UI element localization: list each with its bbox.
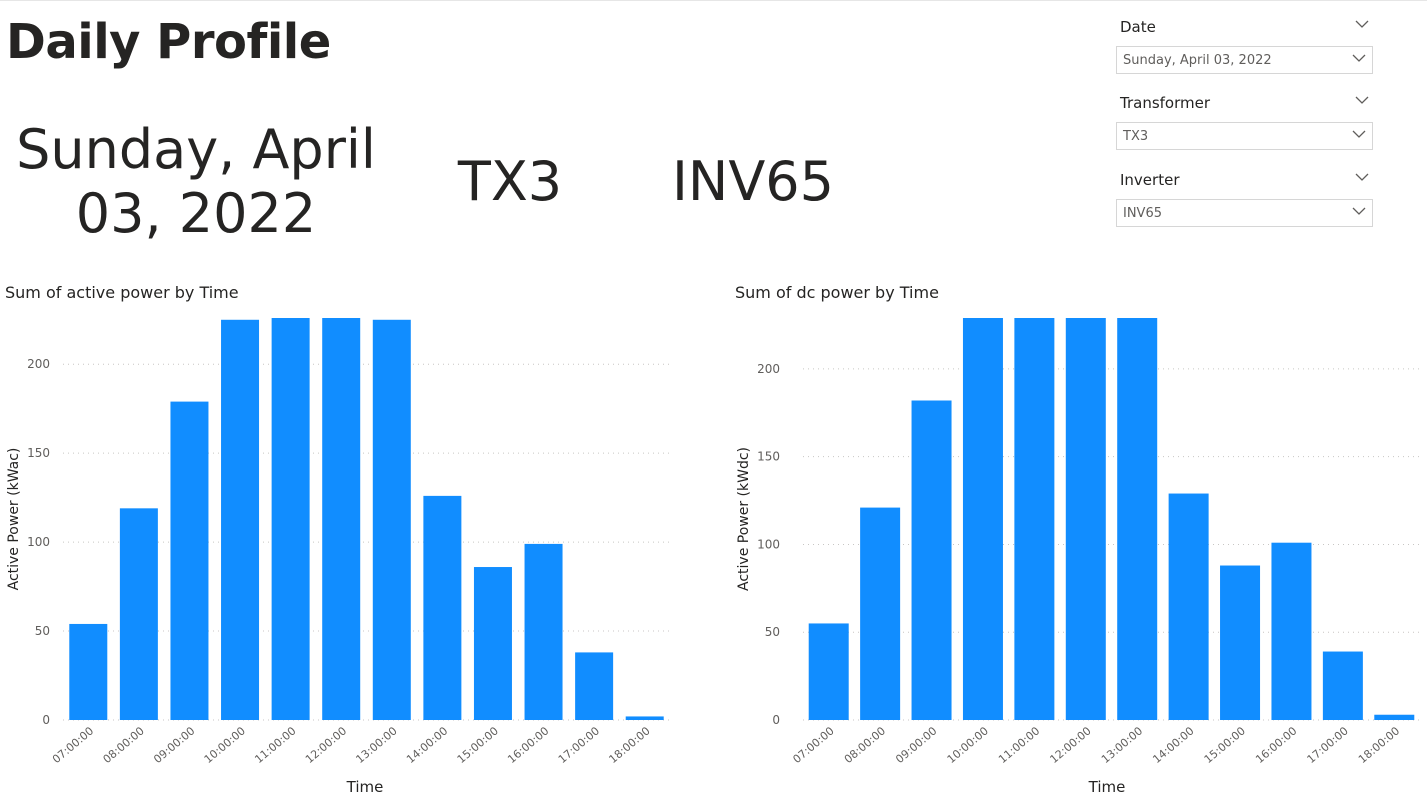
dc-bar[interactable] bbox=[1014, 318, 1055, 720]
dc-bar[interactable] bbox=[1271, 542, 1312, 720]
y-tick-label: 150 bbox=[757, 450, 780, 464]
dc-bar[interactable] bbox=[1322, 651, 1363, 720]
chevron-down-icon bbox=[1352, 130, 1366, 138]
x-tick-label: 07:00:00 bbox=[790, 724, 836, 766]
x-tick-label: 13:00:00 bbox=[1099, 724, 1145, 766]
x-tick-label: 09:00:00 bbox=[151, 724, 197, 766]
y-tick-label: 50 bbox=[35, 624, 50, 638]
page-title: Daily Profile bbox=[6, 14, 331, 70]
active-bar[interactable] bbox=[473, 567, 512, 720]
y-tick-label: 150 bbox=[27, 446, 50, 460]
x-tick-label: 10:00:00 bbox=[202, 724, 248, 766]
x-tick-label: 09:00:00 bbox=[893, 724, 939, 766]
x-tick-label: 10:00:00 bbox=[945, 724, 991, 766]
date-slicer-header[interactable]: Date bbox=[1116, 16, 1373, 40]
x-tick-label: 16:00:00 bbox=[1253, 724, 1299, 766]
x-tick-label: 16:00:00 bbox=[505, 724, 551, 766]
active-bar[interactable] bbox=[372, 319, 411, 720]
y-tick-label: 200 bbox=[757, 362, 780, 376]
date-dropdown-value: Sunday, April 03, 2022 bbox=[1123, 53, 1272, 68]
y-tick-label: 200 bbox=[27, 357, 50, 371]
dc-bar[interactable] bbox=[1117, 318, 1158, 720]
transformer-slicer-header[interactable]: Transformer bbox=[1116, 92, 1373, 116]
x-tick-label: 12:00:00 bbox=[303, 724, 349, 766]
x-tick-label: 18:00:00 bbox=[1356, 724, 1402, 766]
dc-bar[interactable] bbox=[962, 318, 1003, 720]
x-tick-label: 17:00:00 bbox=[556, 724, 602, 766]
date-slicer-label: Date bbox=[1120, 18, 1156, 36]
x-tick-label: 14:00:00 bbox=[1150, 724, 1196, 766]
dc-bar[interactable] bbox=[911, 400, 952, 720]
x-tick-label: 13:00:00 bbox=[354, 724, 400, 766]
dc-bar[interactable] bbox=[1065, 318, 1106, 720]
inverter-slicer: Inverter INV65 bbox=[1116, 169, 1373, 227]
active-bar[interactable] bbox=[625, 716, 664, 720]
x-tick-label: 18:00:00 bbox=[606, 724, 652, 766]
y-tick-label: 50 bbox=[765, 625, 780, 639]
y-tick-label: 0 bbox=[772, 713, 780, 727]
x-tick-label: 15:00:00 bbox=[1202, 724, 1248, 766]
dc-bar[interactable] bbox=[1168, 493, 1209, 720]
transformer-dropdown[interactable]: TX3 bbox=[1116, 122, 1373, 150]
date-dropdown[interactable]: Sunday, April 03, 2022 bbox=[1116, 46, 1373, 74]
x-tick-label: 14:00:00 bbox=[404, 724, 450, 766]
dc-bar[interactable] bbox=[1374, 714, 1415, 720]
y-tick-label: 100 bbox=[757, 537, 780, 551]
active-bar[interactable] bbox=[221, 319, 260, 720]
inverter-slicer-label: Inverter bbox=[1120, 171, 1180, 189]
y-tick-label: 100 bbox=[27, 535, 50, 549]
dc-bar[interactable] bbox=[860, 507, 901, 720]
active-bar[interactable] bbox=[575, 652, 614, 720]
y-tick-label: 0 bbox=[42, 713, 50, 727]
chevron-down-icon[interactable] bbox=[1355, 96, 1369, 105]
x-tick-label: 08:00:00 bbox=[842, 724, 888, 766]
chevron-down-icon bbox=[1352, 54, 1366, 62]
x-tick-label: 17:00:00 bbox=[1305, 724, 1351, 766]
dc-power-chart: 0 50 100 150 200 07:00:00 08:00:00 09:00:00 10:0… bbox=[736, 318, 1420, 796]
x-tick-label: 11:00:00 bbox=[996, 724, 1042, 766]
x-tick-label: 08:00:00 bbox=[101, 724, 147, 766]
chevron-down-icon[interactable] bbox=[1355, 20, 1369, 29]
y-axis-title: Active Power (kWdc) bbox=[736, 447, 752, 591]
date-card: Sunday, April 03, 2022 bbox=[16, 118, 376, 245]
inverter-slicer-header[interactable]: Inverter bbox=[1116, 169, 1373, 193]
active-bar[interactable] bbox=[170, 401, 209, 720]
transformer-slicer: Transformer TX3 bbox=[1116, 92, 1373, 150]
x-tick-label: 07:00:00 bbox=[50, 724, 96, 766]
active-bar[interactable] bbox=[322, 318, 361, 720]
active-bar[interactable] bbox=[69, 623, 108, 720]
x-tick-label: 15:00:00 bbox=[455, 724, 501, 766]
active-bar[interactable] bbox=[423, 495, 462, 720]
inverter-dropdown-value: INV65 bbox=[1123, 206, 1162, 221]
active-power-chart-title: Sum of active power by Time bbox=[5, 283, 239, 302]
inverter-card: INV65 bbox=[672, 150, 834, 213]
dc-bar[interactable] bbox=[808, 623, 849, 720]
transformer-dropdown-value: TX3 bbox=[1123, 129, 1149, 144]
active-bar[interactable] bbox=[119, 508, 158, 720]
active-power-chart: 0 50 100 150 200 07:00:00 08:00:00 09:00:00 10:0… bbox=[6, 318, 670, 796]
date-slicer: Date Sunday, April 03, 2022 bbox=[1116, 16, 1373, 74]
top-border bbox=[0, 0, 1427, 1]
chevron-down-icon[interactable] bbox=[1355, 173, 1369, 182]
x-axis-title: Time bbox=[1088, 778, 1126, 796]
active-bar[interactable] bbox=[271, 318, 310, 720]
transformer-card: TX3 bbox=[457, 150, 563, 213]
y-axis-title: Active Power (kWac) bbox=[6, 448, 22, 591]
dc-power-chart-title: Sum of dc power by Time bbox=[735, 283, 939, 302]
chevron-down-icon bbox=[1352, 207, 1366, 215]
x-tick-label: 12:00:00 bbox=[1048, 724, 1094, 766]
x-axis-title: Time bbox=[346, 778, 384, 796]
transformer-slicer-label: Transformer bbox=[1120, 94, 1211, 112]
dc-bar[interactable] bbox=[1220, 565, 1261, 720]
inverter-dropdown[interactable]: INV65 bbox=[1116, 199, 1373, 227]
active-bar[interactable] bbox=[524, 543, 563, 720]
x-tick-label: 11:00:00 bbox=[252, 724, 298, 766]
